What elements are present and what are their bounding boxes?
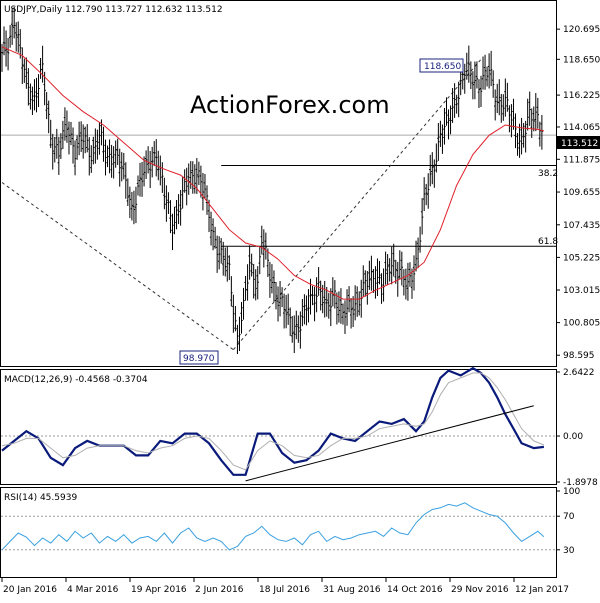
rsi-line	[2, 503, 544, 550]
price-y-tick-label: 109.655	[563, 188, 600, 198]
price-title: USDJPY,Daily 112.790 113.727 112.632 113…	[4, 5, 223, 15]
last-price-label: 113.512	[561, 139, 598, 149]
rsi-labels: 100 70 30	[556, 487, 580, 556]
x-tick-label: 12 Jan 2017	[515, 585, 569, 595]
macd-y-tick-label: 2.6422	[563, 368, 595, 378]
macd-signal-line	[2, 373, 544, 470]
x-tick-label: 14 Oct 2016	[387, 585, 443, 595]
macd-series	[1, 368, 556, 481]
x-tick-label: 19 Apr 2016	[131, 585, 187, 595]
dashed-trendline-3	[2, 183, 233, 350]
price-y-tick-label: 116.225	[563, 91, 600, 101]
price-y-tick-label: 98.595	[563, 351, 595, 361]
rsi-panel-frame	[1, 488, 557, 578]
macd-title: MACD(12,26,9) -0.4568 -0.3704	[4, 375, 148, 385]
rsi-panel: 100 70 30 RSI(14) 45.5939	[1, 487, 581, 578]
fib-382-label: 38.2	[538, 169, 558, 179]
price-y-tick-label: 120.695	[563, 25, 600, 35]
price-panel: ActionForex.com 120.695 118.650 116.225 114…	[1, 1, 600, 367]
x-axis: 20 Jan 2016 4 Mar 2016 19 Apr 2016 2 Jun 20…	[2, 578, 569, 595]
rsi-y-tick-label: 100	[563, 487, 580, 497]
price-y-tick-label: 114.065	[563, 123, 600, 133]
macd-y-tick-label: 0.00	[563, 432, 583, 442]
rsi-title: RSI(14) 45.5939	[4, 493, 77, 503]
price-y-tick-label: 111.875	[563, 155, 600, 165]
low-box-label: 98.970	[183, 354, 215, 364]
price-y-tick-label: 118.650	[563, 55, 600, 65]
last-price-box: 113.512	[557, 136, 600, 149]
x-tick-label: 31 Aug 2016	[323, 585, 381, 595]
x-tick-label: 4 Mar 2016	[67, 585, 119, 595]
high-box: 118.650	[420, 59, 463, 72]
rsi-y-tick-label: 30	[563, 546, 575, 556]
x-tick-label: 18 Jul 2016	[259, 585, 310, 595]
price-labels: 120.695 118.650 116.225 114.065 111.875 109.6…	[556, 25, 600, 361]
price-y-tick-label: 100.805	[563, 319, 600, 329]
price-y-tick-label: 103.015	[563, 286, 600, 296]
price-y-tick-label: 107.435	[563, 221, 600, 231]
rsi-series	[1, 503, 556, 550]
fib-618-label: 61.8	[538, 237, 558, 247]
high-box-label: 118.650	[424, 62, 461, 72]
low-box: 98.970	[180, 351, 218, 364]
macd-panel-frame	[1, 370, 557, 485]
x-tick-label: 20 Jan 2016	[3, 585, 57, 595]
macd-trendline	[246, 406, 534, 481]
price-y-tick-label: 105.225	[563, 253, 600, 263]
x-tick-label: 2 Jun 2016	[195, 585, 244, 595]
rsi-y-tick-label: 70	[563, 512, 575, 522]
watermark: ActionForex.com	[190, 91, 390, 119]
x-tick-label: 29 Nov 2016	[451, 585, 509, 595]
